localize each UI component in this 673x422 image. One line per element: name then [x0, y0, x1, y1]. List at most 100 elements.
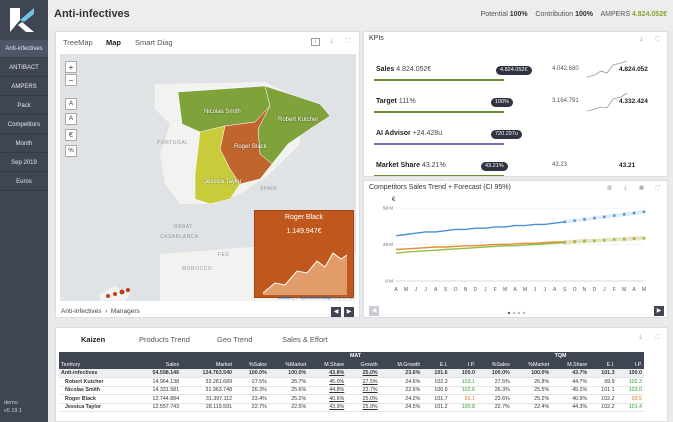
column-header[interactable]: I.P. [449, 360, 477, 369]
prev-page-button[interactable]: ◀ [331, 307, 341, 317]
x-tick-label: O [573, 287, 577, 293]
sidebar-item-competitors[interactable]: Competitors [0, 116, 48, 134]
table-row[interactable]: Anti-infectives 54.598.146 124.763.540 100.… [59, 369, 644, 378]
column-header[interactable]: %Market [511, 360, 552, 369]
label-size-up-button[interactable]: A [65, 98, 77, 110]
series-line [395, 221, 565, 237]
sidebar-item-class[interactable]: ANTIBACT [0, 59, 48, 77]
download-icon[interactable]: ⤓ [639, 334, 642, 340]
column-header[interactable]: E.I. [589, 360, 617, 369]
next-page-button[interactable]: ▶ [344, 307, 354, 317]
osm-link[interactable]: OpenStreetMap [299, 295, 332, 300]
kpi-name: Target 111% [376, 98, 416, 105]
table-cell: 54.598.146 [132, 369, 182, 378]
table-cell: 23.6% [379, 369, 423, 378]
column-header[interactable]: M.Share [551, 360, 590, 369]
sidebar-item-unit[interactable]: Pack [0, 97, 48, 115]
forecast-point [622, 238, 626, 241]
currency-toggle-button[interactable]: € [65, 129, 77, 141]
geo-label-casablanca: CASABLANCA [160, 234, 199, 240]
breadcrumb-root[interactable]: Anti-infectives [61, 308, 102, 315]
column-header[interactable]: E.I. [422, 360, 450, 369]
table-cell: 102.3 [422, 377, 450, 387]
forecast-point [642, 237, 646, 240]
column-header[interactable]: Sales [132, 360, 182, 369]
table-cell: 14.964.138 [132, 377, 182, 387]
leaflet-link[interactable]: Leaflet [278, 295, 292, 300]
fullscreen-icon[interactable]: ⛶ [655, 36, 660, 42]
region-jessica-taylor[interactable] [194, 125, 241, 205]
sidebar-item-currency[interactable]: Euros [0, 173, 48, 191]
download-icon[interactable]: ⤓ [640, 36, 643, 42]
column-header[interactable]: %Market [268, 360, 309, 369]
kpi-list[interactable]: Sales 4.824.052€ 4.824.052€ 4.042.680 4.824… [369, 54, 659, 176]
table-cell: 33.281.689 [181, 377, 235, 387]
percent-toggle-button[interactable]: % [65, 145, 77, 157]
app-logo-icon[interactable] [8, 6, 38, 34]
map-canvas[interactable]: + − A A € % Nicolas Smith Robert Kutcher… [60, 54, 356, 301]
user-name[interactable]: demo [4, 400, 18, 406]
kpi-row[interactable]: Sales 4.824.052€ 4.824.052€ 4.042.680 4.824… [369, 54, 659, 86]
column-header[interactable]: M.Share [308, 360, 347, 369]
table-cell: 100.0 [616, 369, 644, 378]
table-cell: 23.6% [476, 394, 512, 404]
prev-chart-button[interactable]: ◀ [369, 306, 379, 316]
tab-smart-diag[interactable]: Smart Diag [135, 38, 173, 47]
table-cell: 22.5% [268, 403, 309, 412]
tab-treemap[interactable]: TreeMap [63, 38, 93, 47]
fullscreen-icon[interactable]: ⛶ [655, 334, 660, 340]
pager-dot [517, 311, 521, 315]
grid-view-icon[interactable]: ▦ [639, 185, 644, 191]
column-header[interactable]: %Sales [234, 360, 269, 369]
forecast-point [603, 238, 606, 242]
kpi-row[interactable]: Target 111% 100% 3.164.791 4.332.424 [369, 86, 659, 118]
pager-dot [507, 311, 511, 315]
column-header[interactable]: M.Growth [379, 360, 423, 369]
download-icon[interactable]: ⤓ [330, 38, 333, 44]
zoom-out-button[interactable]: − [65, 74, 77, 86]
next-chart-button[interactable]: ▶ [654, 306, 664, 316]
fullscreen-icon[interactable]: ⛶ [655, 185, 660, 191]
column-header[interactable]: Growth [346, 360, 380, 369]
column-header[interactable]: %Sales [476, 360, 512, 369]
tab-kaizen[interactable]: Kaizen [81, 335, 106, 344]
tab-products-trend[interactable]: Products Trend [139, 335, 190, 344]
kpi-row[interactable]: AI Advisor +24.428u 720.297u [369, 118, 659, 150]
table-cell: 43.7% [551, 369, 590, 378]
zoom-in-button[interactable]: + [65, 61, 77, 73]
kpi-progress-bar [374, 143, 504, 145]
sidebar-item-period[interactable]: Month [0, 135, 48, 153]
download-icon[interactable]: ⤓ [624, 185, 627, 191]
map-attribution: Leaflet | © OpenStreetMap, ©CARTO [278, 295, 353, 300]
tab-geo-trend[interactable]: Geo Trend [217, 335, 253, 344]
kpi-sparkline [587, 92, 628, 112]
column-header[interactable]: Market [181, 360, 235, 369]
table-cell: 101.2 [422, 403, 450, 412]
ampers-value: 4.824.052€ [631, 11, 667, 18]
table-row[interactable]: Nicolas Smith 14.331.581 31.963.748 26.3% 25… [59, 386, 644, 395]
table-cell: 100.0% [511, 369, 552, 378]
geo-label-portugal: PORTUGAL [157, 140, 189, 146]
tab-sales-effort[interactable]: Sales & Effort [282, 335, 328, 344]
table-cell: 23.7% [346, 386, 380, 395]
fullscreen-icon[interactable]: ⛶ [345, 38, 350, 44]
sidebar-item-market[interactable]: AMPERS [0, 78, 48, 96]
trend-chart[interactable]: €58 M29 M0 MA M J J A S O N D J F M A M J J A S O N D J F M A M [364, 181, 667, 317]
column-header[interactable]: Territory [59, 360, 133, 369]
table-row[interactable]: Roger Black 12.744.884 31.397.112 23.4% 25.2… [59, 394, 644, 404]
label-size-down-button[interactable]: A [65, 113, 77, 125]
tab-map[interactable]: Map [106, 38, 121, 47]
table-cell: 101.4 [616, 403, 644, 412]
kpi-sparkline [587, 60, 628, 78]
canary-island-marker [106, 294, 110, 298]
info-icon[interactable]: i [311, 38, 320, 46]
kpi-row[interactable]: Market Share 43.21% 43.21% 43.23 43.21 [369, 150, 659, 176]
sidebar-item-date[interactable]: Sep 2019 [0, 154, 48, 172]
sidebar-item-therapeutic-area[interactable]: Anti-infectives [0, 40, 48, 58]
table-row[interactable]: Jessica Taylor 12.557.743 28.119.591 22.7% 2… [59, 403, 644, 412]
x-tick-label: A [434, 287, 438, 293]
column-header[interactable]: I.P. [616, 360, 644, 369]
table-row[interactable]: Robert Kutcher 14.964.138 33.281.689 27.5% 2… [59, 377, 644, 387]
region-label-roger-black: Roger Black [234, 144, 267, 150]
chart-type-icon[interactable]: ▥ [607, 185, 612, 191]
